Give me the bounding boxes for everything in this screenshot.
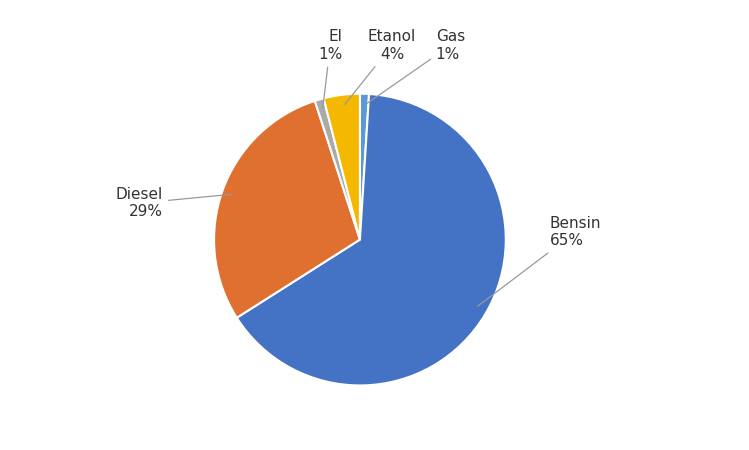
Wedge shape xyxy=(214,101,360,318)
Text: Gas
1%: Gas 1% xyxy=(366,29,465,104)
Wedge shape xyxy=(237,94,506,386)
Text: Bensin
65%: Bensin 65% xyxy=(478,216,601,306)
Text: Etanol
4%: Etanol 4% xyxy=(345,29,416,104)
Text: Diesel
29%: Diesel 29% xyxy=(116,187,231,219)
Wedge shape xyxy=(360,94,369,239)
Wedge shape xyxy=(324,94,360,239)
Text: El
1%: El 1% xyxy=(318,29,342,108)
Wedge shape xyxy=(315,98,360,239)
